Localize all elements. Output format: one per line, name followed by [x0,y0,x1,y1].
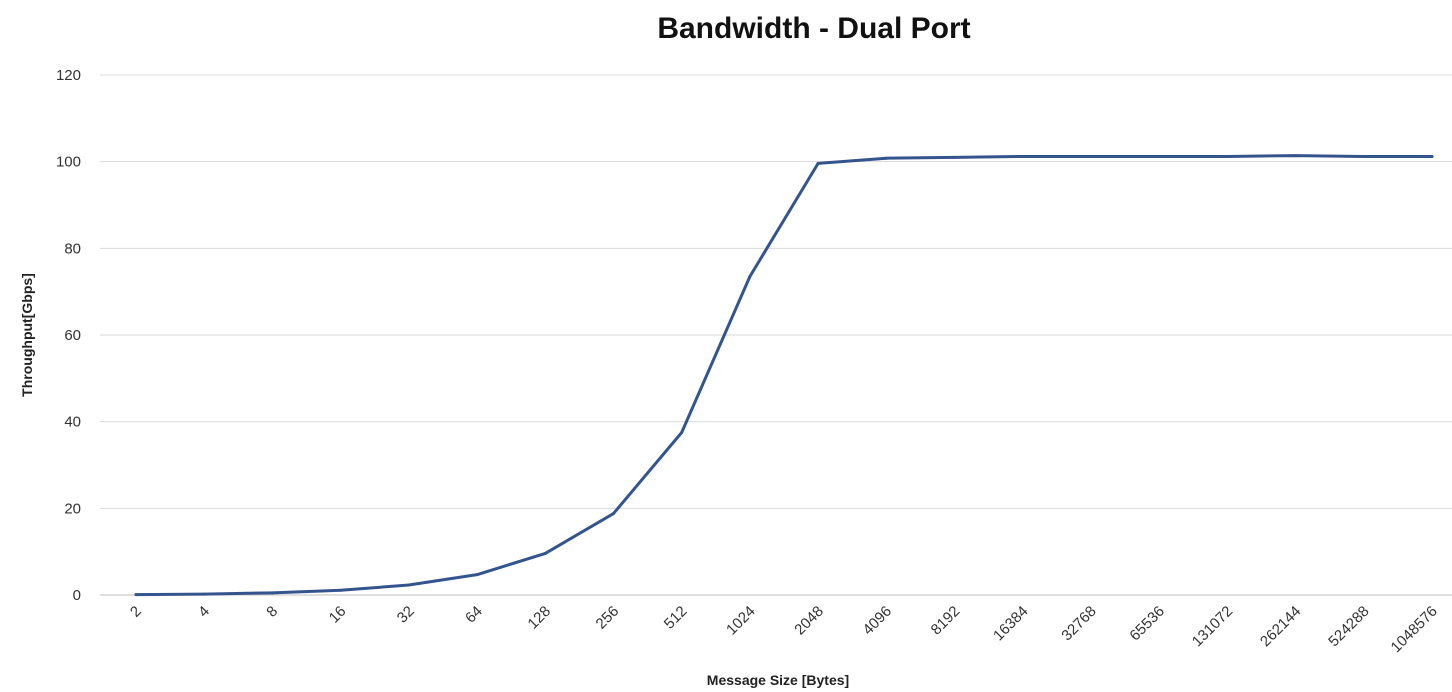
x-axis-title: Message Size [Bytes] [707,672,849,688]
data-point [611,512,615,516]
data-point [270,591,274,595]
data-point [202,592,206,596]
data-point [816,161,820,165]
x-tick-label: 2048 [791,603,827,639]
x-tick-label: 4096 [860,603,896,639]
chart-title: Bandwidth - Dual Port [657,12,970,45]
x-tick-label: 262144 [1257,603,1304,650]
data-point [543,551,547,555]
y-tick-label: 20 [64,500,81,517]
x-tick-label: 8192 [928,603,964,639]
series-group [134,154,1434,597]
x-tick-label: 65536 [1126,603,1168,645]
x-tick-label: 8 [263,603,281,621]
data-point [475,573,479,577]
y-tick-label: 100 [56,154,81,171]
data-point [884,156,888,160]
x-tick-label: 1024 [723,603,759,639]
x-tick-label: 32 [394,603,418,627]
gridlines [100,74,1452,509]
data-point [1294,154,1298,158]
data-point [1430,154,1434,158]
x-tick-label: 131072 [1189,603,1236,650]
data-point [339,588,343,592]
x-tick-label: 2 [127,603,145,621]
series-line [134,154,1434,597]
x-tick-label: 512 [661,603,691,633]
y-axis-title: Throughput[Gbps] [19,273,35,397]
y-tick-label: 120 [56,67,81,84]
y-tick-label: 40 [64,414,81,431]
y-tick-label: 0 [73,587,81,604]
x-tick-label: 16384 [990,603,1032,645]
data-point [748,275,752,278]
x-tick-label: 256 [593,603,623,633]
x-tick-label: 64 [462,603,486,627]
x-tick-label: 1048576 [1388,603,1441,656]
x-tick-label: 32768 [1058,603,1100,645]
data-point [134,593,138,597]
data-point [407,583,411,587]
data-point [1021,154,1025,158]
x-tick-label: 4 [195,603,213,621]
data-point [1089,154,1093,158]
x-tick-label: 16 [326,603,350,627]
y-axis-ticks: 0 20 40 60 80 100 120 [56,67,81,604]
data-point [680,431,684,434]
data-point [1225,154,1229,158]
y-tick-label: 60 [64,327,81,344]
x-tick-label: 128 [524,603,554,633]
x-axis-ticks: 2 4 8 16 32 64 128 256 512 1024 2048 4096 8192 16384 3… [127,603,1441,656]
data-point [1362,154,1366,158]
data-point [953,155,957,159]
data-point [1157,154,1161,158]
y-tick-label: 80 [64,240,81,257]
x-tick-label: 524288 [1325,603,1372,650]
